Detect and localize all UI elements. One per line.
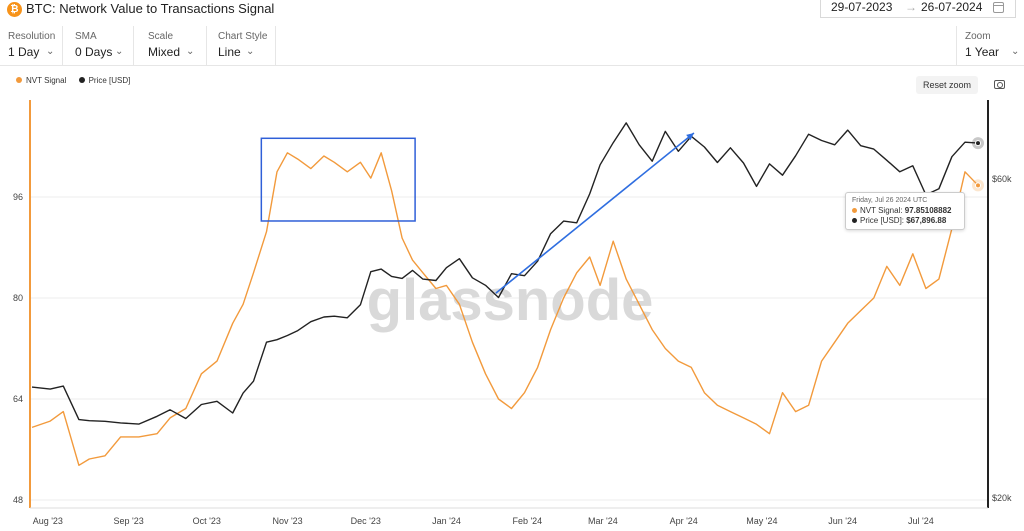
chart-legend: NVT Signal Price [USD]: [16, 76, 140, 85]
zoom-label: Zoom: [965, 31, 991, 42]
legend-nvt-label: NVT Signal: [26, 76, 67, 85]
tooltip-nvt-row: NVT Signal: 97.85108882: [852, 206, 958, 216]
price-dot-icon: [852, 218, 857, 223]
tooltip-price-value: $67,896.88: [906, 216, 947, 225]
nvt-hover-point: [975, 182, 981, 189]
chevron-down-icon: ⌄: [46, 46, 55, 57]
bitcoin-icon: ₿: [7, 2, 22, 17]
y-right-tick-label: $20k: [992, 493, 1012, 503]
sma-value[interactable]: 0 Days: [75, 45, 113, 59]
x-tick-label: Dec '23: [351, 516, 381, 526]
y-left-tick-label: 80: [13, 293, 23, 303]
x-tick-label: Jan '24: [432, 516, 461, 526]
chart-style-value[interactable]: Line: [218, 45, 241, 59]
nvt-dot-icon: [852, 208, 857, 213]
y-left-tick-label: 64: [13, 394, 23, 404]
y-left-tick-label: 96: [13, 192, 23, 202]
chevron-down-icon: ⌄: [115, 46, 124, 57]
x-tick-label: Mar '24: [588, 516, 618, 526]
arrow-right-icon: →: [905, 0, 917, 14]
y-left-tick-label: 48: [13, 495, 23, 505]
resolution-select[interactable]: Resolution 1 Day ⌄: [0, 26, 63, 66]
x-tick-label: Aug '23: [33, 516, 63, 526]
calendar-icon[interactable]: [993, 2, 1004, 13]
date-range-picker[interactable]: 29-07-2023 → 26-07-2024: [820, 0, 1016, 18]
tooltip-date: Friday, Jul 26 2024 UTC: [852, 197, 928, 204]
reset-zoom-button[interactable]: Reset zoom: [916, 76, 978, 94]
tooltip-nvt-value: 97.85108882: [904, 206, 952, 215]
scale-select[interactable]: Scale Mixed ⌄: [140, 26, 207, 66]
date-to-input[interactable]: 26-07-2024: [921, 0, 983, 14]
price-dot-icon: [78, 77, 85, 83]
chart-toolbar: Resolution 1 Day ⌄ SMA 0 Days ⌄ Scale Mi…: [0, 26, 1024, 66]
zoom-value[interactable]: 1 Year: [965, 45, 1000, 59]
x-tick-label: Nov '23: [272, 516, 302, 526]
data-tooltip: Friday, Jul 26 2024 UTC NVT Signal: 97.8…: [845, 192, 965, 230]
nvt-dot-icon: [16, 77, 22, 83]
sma-select[interactable]: SMA 0 Days ⌄: [67, 26, 134, 66]
scale-value[interactable]: Mixed: [148, 45, 181, 59]
trend-arrow-head: [686, 132, 694, 141]
sma-label: SMA: [75, 31, 97, 42]
resolution-label: Resolution: [8, 31, 56, 42]
grid: [30, 196, 988, 501]
nvt-signal-line: [31, 152, 979, 466]
legend-price-label: Price [USD]: [88, 76, 131, 85]
highlight-box: [260, 137, 416, 222]
tooltip-price-label: Price [USD]:: [860, 216, 907, 225]
x-tick-label: Sep '23: [113, 516, 143, 526]
chevron-down-icon: ⌄: [246, 46, 255, 57]
watermark: glassnode: [367, 268, 654, 333]
chevron-down-icon: ⌄: [186, 46, 195, 57]
legend-item-nvt[interactable]: NVT Signal: [16, 76, 66, 85]
tooltip-price-row: Price [USD]: $67,896.88: [852, 216, 958, 226]
trend-arrow-line: [495, 132, 695, 294]
chart-title: BTC: Network Value to Transactions Signa…: [26, 1, 275, 16]
tooltip-nvt-label: NVT Signal:: [860, 206, 905, 215]
title-bar: ₿ BTC: Network Value to Transactions Sig…: [0, 0, 1024, 20]
chart-style-label: Chart Style: [218, 31, 268, 42]
legend-item-price[interactable]: Price [USD]: [78, 76, 131, 85]
x-tick-label: Jul '24: [908, 516, 934, 526]
x-tick-label: Feb '24: [512, 516, 542, 526]
camera-icon[interactable]: [994, 80, 1005, 89]
x-tick-label: Jun '24: [828, 516, 857, 526]
zoom-select[interactable]: Zoom 1 Year ⌄: [956, 26, 1024, 66]
x-tick-label: May '24: [746, 516, 777, 526]
date-from-input[interactable]: 29-07-2023: [831, 0, 893, 14]
x-tick-label: Apr '24: [670, 516, 698, 526]
y-right-tick-label: $60k: [992, 174, 1012, 184]
scale-label: Scale: [148, 31, 174, 42]
resolution-value[interactable]: 1 Day: [8, 45, 40, 59]
chart-style-select[interactable]: Chart Style Line ⌄: [210, 26, 276, 66]
price-hover-point: [975, 140, 981, 147]
chevron-down-icon: ⌄: [1011, 46, 1020, 57]
x-tick-label: Oct '23: [193, 516, 221, 526]
